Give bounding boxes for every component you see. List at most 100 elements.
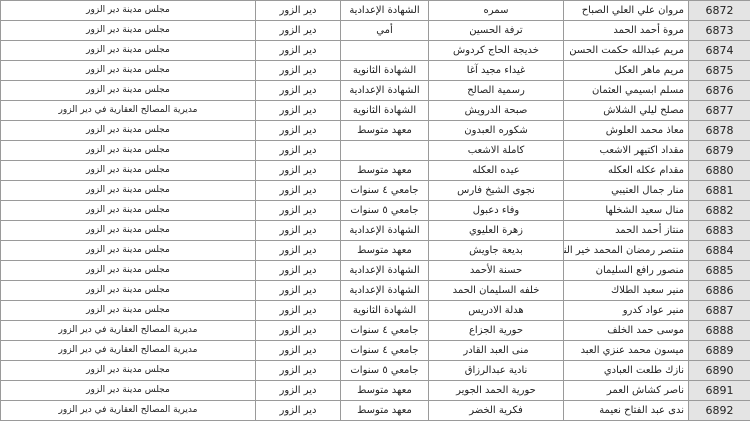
workplace: مجلس مدينة دير الزور xyxy=(0,120,256,141)
mother-name: كاملة الاشعب xyxy=(428,140,564,161)
row-number: 6880 xyxy=(688,160,750,181)
workplace: مجلس مدينة دير الزور xyxy=(0,380,256,401)
table-row: 6873 مروة أحمد الحمد ترفة الحسين أمي دير الز… xyxy=(0,20,750,41)
row-number: 6875 xyxy=(688,60,750,81)
education: الشهادة الثانوية xyxy=(340,100,429,121)
education: معهد متوسط xyxy=(340,120,429,141)
workplace: مجلس مدينة دير الزور xyxy=(0,280,256,301)
row-number: 6874 xyxy=(688,40,750,61)
full-name: نازك طلعت العبادي xyxy=(563,360,689,381)
table-row: 6876 مسلم ابسيمي العثمان رسمية الصالح الشها… xyxy=(0,80,750,101)
city: دير الزور xyxy=(255,380,341,401)
education: أمي xyxy=(340,20,429,41)
row-number: 6884 xyxy=(688,240,750,261)
row-number: 6886 xyxy=(688,280,750,301)
mother-name: خديجة الحاج كردوش xyxy=(428,40,564,61)
workplace: مجلس مدينة دير الزور xyxy=(0,60,256,81)
table-row: 6872 مروان علي العلي الصباح سمره الشهادة ال… xyxy=(0,0,750,21)
row-number: 6887 xyxy=(688,300,750,321)
education: الشهادة الإعدادية xyxy=(340,80,429,101)
mother-name: هدلة الادريس xyxy=(428,300,564,321)
table-row: 6887 منير عواد كدرو هدلة الادريس الشهادة ال… xyxy=(0,300,750,321)
city: دير الزور xyxy=(255,20,341,41)
full-name: ناصر كشاش العمر xyxy=(563,380,689,401)
row-number: 6878 xyxy=(688,120,750,141)
full-name: مقداد اكتيهر الاشعب xyxy=(563,140,689,161)
full-name: مريم عبدالله حكمت الحسن xyxy=(563,40,689,61)
table-row: 6877 مصلح ليلي الشلاش صبحة الدرويش الشهادة … xyxy=(0,100,750,121)
education: جامعي ٤ سنوات xyxy=(340,340,429,361)
workplace: مجلس مدينة دير الزور xyxy=(0,140,256,161)
row-number: 6891 xyxy=(688,380,750,401)
city: دير الزور xyxy=(255,140,341,161)
table-row: 6879 مقداد اكتيهر الاشعب كاملة الاشعب دير ا… xyxy=(0,140,750,161)
city: دير الزور xyxy=(255,220,341,241)
mother-name: وفاء دعبول xyxy=(428,200,564,221)
table-row: 6882 منال سعيد الشخلها وفاء دعبول جامعي ٥ س… xyxy=(0,200,750,221)
workplace: مجلس مدينة دير الزور xyxy=(0,0,256,21)
education: الشهادة الإعدادية xyxy=(340,220,429,241)
row-number: 6892 xyxy=(688,400,750,421)
workplace: مجلس مدينة دير الزور xyxy=(0,20,256,41)
city: دير الزور xyxy=(255,40,341,61)
workplace: مجلس مدينة دير الزور xyxy=(0,40,256,61)
table-row: 6874 مريم عبدالله حكمت الحسن خديجة الحاج ك… xyxy=(0,40,750,61)
row-number: 6873 xyxy=(688,20,750,41)
education: الشهادة الإعدادية xyxy=(340,0,429,21)
full-name: منير سعيد الطلاك xyxy=(563,280,689,301)
city: دير الزور xyxy=(255,320,341,341)
mother-name: حورية الحمد الجوير xyxy=(428,380,564,401)
workplace: مديرية المصالح العقارية في دير الزور xyxy=(0,400,256,421)
table-row: 6880 مقدام عكله العكله عيده العكله معهد متو… xyxy=(0,160,750,181)
workplace: مديرية المصالح العقارية في دير الزور xyxy=(0,340,256,361)
full-name: مسلم ابسيمي العثمان xyxy=(563,80,689,101)
city: دير الزور xyxy=(255,160,341,181)
mother-name: نجوى الشيخ فارس xyxy=(428,180,564,201)
mother-name: رسمية الصالح xyxy=(428,80,564,101)
table-row: 6881 منار جمال العتيبي نجوى الشيخ فارس جامع… xyxy=(0,180,750,201)
workplace: مجلس مدينة دير الزور xyxy=(0,360,256,381)
mother-name: صبحة الدرويش xyxy=(428,100,564,121)
full-name: مروان علي العلي الصباح xyxy=(563,0,689,21)
workplace: مجلس مدينة دير الزور xyxy=(0,200,256,221)
education: الشهادة الإعدادية xyxy=(340,260,429,281)
education: جامعي ٤ سنوات xyxy=(340,180,429,201)
city: دير الزور xyxy=(255,340,341,361)
city: دير الزور xyxy=(255,120,341,141)
full-name: منتاز أحمد الحمد xyxy=(563,220,689,241)
education: الشهادة الثانوية xyxy=(340,300,429,321)
city: دير الزور xyxy=(255,360,341,381)
mother-name: حسنة الأحمد xyxy=(428,260,564,281)
row-number: 6883 xyxy=(688,220,750,241)
full-name: مريم ماهر العكل xyxy=(563,60,689,81)
table-row: 6888 موسى حمد الخلف حورية الجزاع جامعي ٤ سن… xyxy=(0,320,750,341)
table-row: 6892 ندى عبد الفتاح نعيمة فكرية الخضر معهد … xyxy=(0,400,750,421)
mother-name: زهرة العليوي xyxy=(428,220,564,241)
city: دير الزور xyxy=(255,60,341,81)
city: دير الزور xyxy=(255,80,341,101)
mother-name: نادية عبدالرزاق xyxy=(428,360,564,381)
row-number: 6881 xyxy=(688,180,750,201)
city: دير الزور xyxy=(255,200,341,221)
table-row: 6889 ميسون محمد عنزي العبد منى العبد القاد… xyxy=(0,340,750,361)
full-name: مقدام عكله العكله xyxy=(563,160,689,181)
education xyxy=(340,40,429,61)
workplace: مجلس مدينة دير الزور xyxy=(0,260,256,281)
row-number: 6872 xyxy=(688,0,750,21)
mother-name: ترفة الحسين xyxy=(428,20,564,41)
table-row: 6883 منتاز أحمد الحمد زهرة العليوي الشهادة … xyxy=(0,220,750,241)
workplace: مديرية المصالح العقارية في دير الزور xyxy=(0,100,256,121)
row-number: 6876 xyxy=(688,80,750,101)
education: معهد متوسط xyxy=(340,400,429,421)
table-row: 6878 معاذ محمد العلوش شكوره العبدون معهد مت… xyxy=(0,120,750,141)
row-number: 6888 xyxy=(688,320,750,341)
row-number: 6879 xyxy=(688,140,750,161)
mother-name: شكوره العبدون xyxy=(428,120,564,141)
education: الشهادة الثانوية xyxy=(340,60,429,81)
city: دير الزور xyxy=(255,400,341,421)
workplace: مجلس مدينة دير الزور xyxy=(0,160,256,181)
education: معهد متوسط xyxy=(340,160,429,181)
